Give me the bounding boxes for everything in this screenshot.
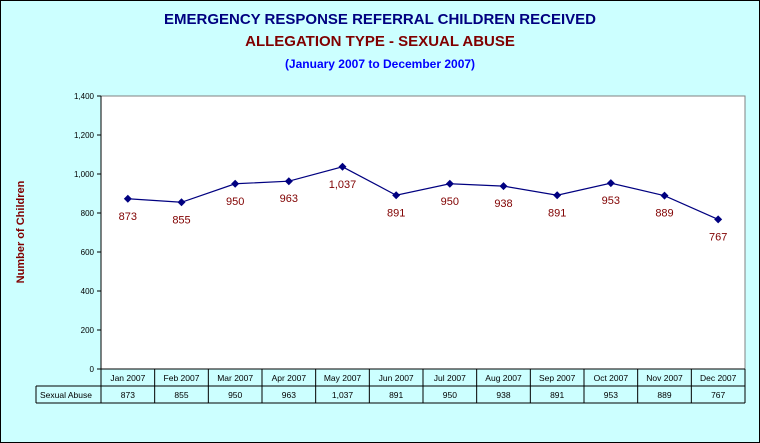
y-tick-label: 800 [81,209,95,218]
table-value: 891 [550,390,564,400]
data-label: 891 [387,207,405,219]
y-tick-label: 1,000 [74,170,95,179]
data-label: 767 [709,231,727,243]
data-point [606,179,615,188]
y-tick-label: 0 [90,365,95,374]
table-value: 953 [604,390,618,400]
x-tick-label: Jun 2007 [379,373,414,383]
data-label: 873 [119,211,137,223]
series-name: Sexual Abuse [40,390,92,400]
data-point [177,198,186,207]
table-value: 855 [174,390,188,400]
x-tick-label: May 2007 [324,373,362,383]
data-point [714,215,723,224]
x-tick-label: Oct 2007 [594,373,629,383]
x-tick-label: Jan 2007 [110,373,145,383]
x-tick-label: Dec 2007 [700,373,737,383]
data-point [284,177,293,186]
data-label: 953 [602,195,620,207]
table-value: 873 [121,390,135,400]
table-value: 938 [496,390,510,400]
data-point [231,179,240,188]
x-tick-label: Sep 2007 [539,373,576,383]
x-tick-label: Jul 2007 [434,373,466,383]
plot-area [100,95,746,370]
chart-subtitle: ALLEGATION TYPE - SEXUAL ABUSE [245,33,515,50]
table-value: 891 [389,390,403,400]
table-value: 1,037 [332,390,354,400]
data-point [392,191,401,200]
x-tick-label: Nov 2007 [646,373,683,383]
data-label: 855 [172,214,190,226]
table-value: 950 [228,390,242,400]
series-line [127,166,719,220]
y-tick-label: 400 [81,287,95,296]
y-tick-label: 1,400 [74,92,95,101]
data-point [553,191,562,200]
x-tick-label: Apr 2007 [272,373,307,383]
y-tick-label: 200 [81,326,95,335]
data-label: 950 [226,196,244,208]
x-tick-label: Aug 2007 [485,373,522,383]
y-tick-label: 1,200 [74,131,95,140]
chart-period: (January 2007 to December 2007) [284,57,476,71]
x-tick-label: Mar 2007 [217,373,253,383]
table-value: 963 [282,390,296,400]
data-point [499,182,508,191]
data-point [445,179,454,188]
data-label: 1,037 [329,179,357,191]
y-tick-label: 600 [81,248,95,257]
table-value: 950 [443,390,457,400]
data-label: 963 [280,193,298,205]
data-point [123,194,132,203]
data-label: 950 [441,196,459,208]
data-label: 938 [494,198,512,210]
table-value: 889 [657,390,671,400]
data-label: 891 [548,207,566,219]
data-point [338,162,347,171]
table-value: 767 [711,390,725,400]
x-tick-label: Feb 2007 [164,373,200,383]
data-point [660,191,669,200]
data-label: 889 [655,208,673,220]
chart-title: EMERGENCY RESPONSE REFERRAL CHILDREN REC… [163,11,596,28]
